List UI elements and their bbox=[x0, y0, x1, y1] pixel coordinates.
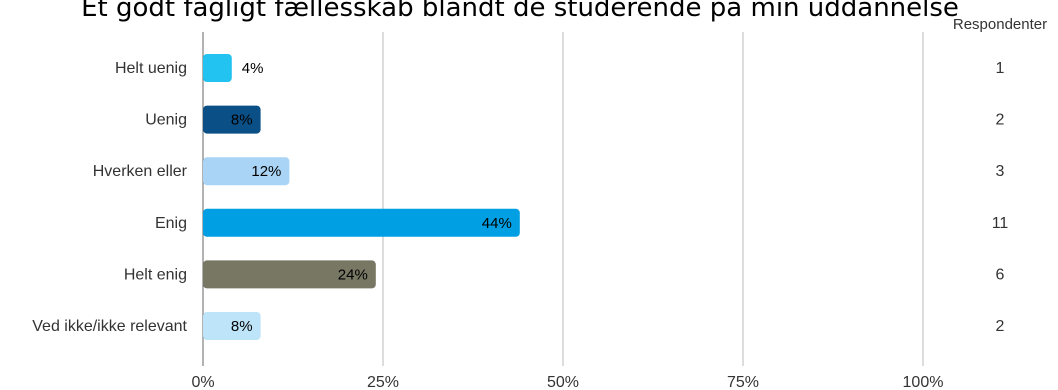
respondent-count: 3 bbox=[996, 163, 1005, 180]
bar-value-label: 8% bbox=[231, 112, 253, 129]
bar bbox=[203, 312, 261, 340]
respondent-count: 11 bbox=[992, 215, 1009, 232]
respondents-header: Respondenter bbox=[953, 16, 1047, 33]
respondent-counts: 1 2 3 11 6 2 bbox=[992, 60, 1009, 335]
respondent-count: 2 bbox=[996, 112, 1005, 129]
category-label: Enig bbox=[155, 215, 187, 232]
bar-value-label: 4% bbox=[242, 60, 264, 77]
bar bbox=[203, 260, 376, 289]
category-label: Helt enig bbox=[124, 266, 187, 283]
bar bbox=[203, 208, 520, 237]
bar bbox=[203, 105, 261, 134]
x-tick-label: 25% bbox=[367, 374, 399, 390]
chart-title: Et godt fagligt fællesskab blandt de stu… bbox=[81, 0, 959, 23]
category-labels: Helt uenig Uenig Hverken eller Enig Helt eni… bbox=[32, 60, 187, 335]
bars: 4% 8% 12% 44% 24% 8% bbox=[203, 54, 520, 340]
bar-value-label: 24% bbox=[338, 266, 368, 283]
category-label: Ved ikke/ikke relevant bbox=[32, 318, 187, 335]
x-tick-label: 100% bbox=[903, 374, 944, 390]
category-label: Hverken eller bbox=[93, 163, 188, 180]
bar-value-label: 44% bbox=[482, 215, 512, 232]
x-tick-label: 0% bbox=[191, 374, 214, 390]
bar bbox=[203, 157, 290, 186]
x-tick-label: 75% bbox=[727, 374, 759, 390]
bar-value-label: 12% bbox=[251, 163, 281, 180]
gridlines bbox=[202, 32, 924, 366]
bar bbox=[203, 54, 232, 82]
respondent-count: 1 bbox=[996, 60, 1005, 77]
category-label: Helt uenig bbox=[115, 60, 187, 77]
bar-value-label: 8% bbox=[231, 318, 253, 335]
category-label: Uenig bbox=[145, 112, 187, 129]
respondent-count: 2 bbox=[996, 318, 1005, 335]
x-tick-label: 50% bbox=[547, 374, 579, 390]
respondent-count: 6 bbox=[996, 266, 1005, 283]
x-axis-ticks: 0% 25% 50% 75% 100% bbox=[191, 374, 943, 390]
